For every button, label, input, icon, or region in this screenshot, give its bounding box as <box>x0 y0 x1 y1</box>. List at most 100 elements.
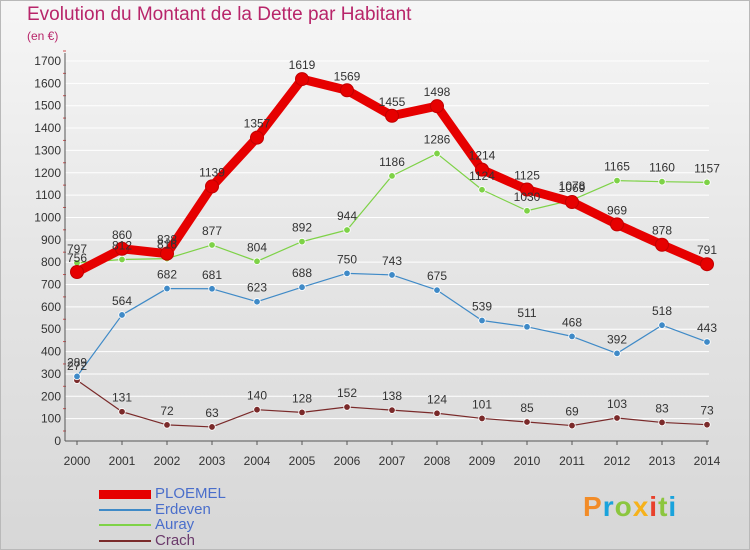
y-tick-label: 1400 <box>34 121 61 135</box>
data-label-erdeven: 675 <box>427 269 447 283</box>
point-crach <box>613 414 621 422</box>
logo-letter: t <box>658 491 669 522</box>
data-label-crach: 73 <box>700 404 714 418</box>
point-erdeven <box>433 286 441 294</box>
point-ploemel <box>430 99 444 114</box>
point-erdeven <box>388 271 396 279</box>
data-label-auray: 1157 <box>694 161 720 175</box>
point-erdeven <box>478 316 486 325</box>
data-label-auray: 1165 <box>604 160 630 174</box>
chart-title: Evolution du Montant de la Dette par Hab… <box>27 4 412 25</box>
point-ploemel <box>340 83 354 98</box>
y-tick-label: 400 <box>41 345 61 359</box>
data-label-erdeven: 468 <box>562 315 582 329</box>
point-crach <box>298 408 306 417</box>
point-auray <box>478 186 486 194</box>
data-label-auray: 1186 <box>379 155 405 169</box>
point-crach <box>343 403 351 411</box>
x-tick-label: 2012 <box>604 454 631 468</box>
point-auray <box>613 176 621 185</box>
logo-letter: P <box>583 491 603 522</box>
data-label-ploemel: 838 <box>157 233 177 247</box>
data-label-auray: 797 <box>67 242 87 256</box>
axes: 0 100 200 300 400 500 600 700 800 900 1000 1100 1200… <box>34 50 721 468</box>
point-ploemel <box>250 130 264 145</box>
point-crach <box>568 421 576 430</box>
point-ploemel <box>295 72 309 87</box>
data-label-auray: 812 <box>112 238 132 252</box>
data-label-crach: 138 <box>382 389 402 403</box>
x-tick-label: 2004 <box>244 454 271 468</box>
data-label-crach: 63 <box>205 406 219 420</box>
logo-letter: i <box>668 491 678 522</box>
legend-label: PLOEMEL <box>155 485 226 502</box>
data-label-crach: 103 <box>607 397 627 411</box>
data-label-auray: 892 <box>292 221 312 235</box>
data-label-crach: 131 <box>112 391 132 405</box>
point-auray <box>658 178 666 186</box>
legend-label: Crach <box>155 531 196 549</box>
data-label-ploemel: 1139 <box>199 165 225 179</box>
point-auray <box>388 172 396 180</box>
data-label-ploemel: 1455 <box>379 95 406 109</box>
data-label-ploemel: 1125 <box>514 169 540 183</box>
data-label-auray: 816 <box>157 238 177 252</box>
data-label-erdeven: 623 <box>247 281 267 295</box>
data-label-ploemel: 1498 <box>424 85 451 99</box>
data-label-crach: 124 <box>427 392 447 406</box>
point-crach <box>118 408 126 416</box>
point-erdeven <box>73 372 81 381</box>
data-label-auray: 804 <box>247 240 267 254</box>
y-tick-label: 1200 <box>34 166 61 180</box>
legend-label: Erdeven <box>155 500 211 518</box>
data-label-crach: 152 <box>337 386 357 400</box>
legend-swatch <box>99 539 151 542</box>
point-erdeven <box>613 349 621 358</box>
point-ploemel <box>610 217 624 232</box>
point-erdeven <box>118 311 126 319</box>
data-label-ploemel: 969 <box>607 203 627 217</box>
data-label-ploemel: 791 <box>697 243 717 257</box>
point-erdeven <box>658 321 666 329</box>
data-label-erdeven: 392 <box>607 332 627 346</box>
data-label-crach: 85 <box>520 401 534 415</box>
point-ploemel <box>700 257 714 272</box>
logo-letter: i <box>649 491 659 522</box>
data-label-erdeven: 539 <box>472 300 492 314</box>
x-tick-label: 2005 <box>289 454 316 468</box>
data-label-ploemel: 1357 <box>244 117 271 131</box>
x-tick-label: 2001 <box>109 454 136 468</box>
y-tick-label: 1000 <box>34 210 61 224</box>
series-line-erdeven <box>76 272 708 377</box>
data-label-ploemel: 1069 <box>559 181 586 195</box>
point-ploemel <box>70 265 84 280</box>
point-auray <box>703 178 711 187</box>
data-label-crach: 101 <box>472 397 492 411</box>
data-label-erdeven: 688 <box>292 266 312 280</box>
point-crach <box>478 414 486 423</box>
point-crach <box>388 406 396 414</box>
data-label-auray: 944 <box>337 209 357 223</box>
data-label-auray: 1286 <box>424 133 451 147</box>
point-crach <box>253 406 261 414</box>
point-auray <box>118 255 126 264</box>
data-label-erdeven: 511 <box>517 306 536 320</box>
x-tick-label: 2002 <box>154 454 181 468</box>
data-label-erdeven: 443 <box>697 321 717 335</box>
data-label-crach: 83 <box>655 401 669 415</box>
point-crach <box>163 421 171 429</box>
y-tick-label: 1300 <box>34 143 61 157</box>
logo-letter: r <box>602 491 615 522</box>
y-tick-label: 500 <box>41 322 61 336</box>
point-auray <box>253 257 261 265</box>
point-crach <box>523 418 531 426</box>
data-label-erdeven: 681 <box>202 268 222 282</box>
x-tick-label: 2006 <box>334 454 361 468</box>
point-ploemel <box>520 182 534 197</box>
point-ploemel <box>475 162 489 177</box>
x-tick-label: 2010 <box>514 454 541 468</box>
data-label-erdeven: 750 <box>337 252 357 266</box>
data-label-auray: 1160 <box>649 161 675 175</box>
data-label-crach: 128 <box>292 391 312 405</box>
